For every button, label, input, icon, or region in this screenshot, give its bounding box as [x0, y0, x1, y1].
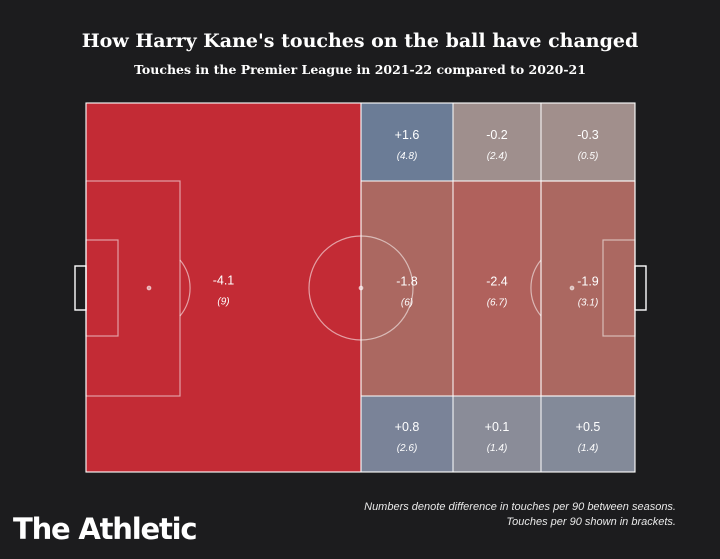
zone-central-final-third-inner [452, 180, 542, 397]
right-penalty-arc [530, 259, 542, 317]
zone-diff-label: +0.8 [395, 420, 420, 434]
chart-title: How Harry Kane's touches on the ball hav… [81, 30, 639, 52]
zone-right-wing-midfield [360, 395, 454, 473]
goals [74, 265, 647, 311]
left-penalty-spot [146, 285, 152, 291]
zone-per90-label: (2.6) [397, 443, 418, 454]
zone-own-half [85, 102, 362, 473]
zone-diff-label: -1.9 [577, 275, 599, 289]
zones-layer [85, 102, 636, 473]
zone-diff-label: +0.5 [576, 420, 601, 434]
zone-diff-label: +0.1 [485, 420, 510, 434]
zone-per90-label: (9) [217, 297, 229, 308]
zone-left-wing-final-third-inner [452, 102, 542, 182]
zone-per90-label: (1.4) [487, 443, 508, 454]
right-goal [634, 265, 647, 311]
left-penalty-arc [179, 259, 191, 317]
brand-logo: The Athletic [13, 512, 198, 546]
zone-per90-label: (1.4) [578, 443, 599, 454]
zone-left-wing-final-third-outer [540, 102, 636, 182]
zone-diff-label: -2.4 [486, 275, 508, 289]
zone-per90-label: (6) [401, 298, 413, 309]
zone-per90-label: (4.8) [397, 151, 418, 162]
zone-labels: -4.1 (9) +1.6 (4.8) -0.2 (2.4) -0.3 (0.5) -1.8 (6… [213, 128, 601, 454]
zone-diff-label: -0.3 [577, 128, 599, 142]
zone-diff-label: -1.8 [396, 275, 418, 289]
footnote-line-1: Numbers denote difference in touches per… [364, 501, 676, 513]
zone-left-wing-midfield [360, 102, 454, 182]
zone-right-wing-final-third-inner [452, 395, 542, 473]
zone-central-midfield [360, 180, 454, 397]
zone-per90-label: (0.5) [578, 151, 599, 162]
zone-diff-label: -0.2 [486, 128, 508, 142]
chart-subtitle: Touches in the Premier League in 2021-22… [134, 62, 586, 77]
left-goal [74, 265, 87, 311]
zone-per90-label: (2.4) [487, 151, 508, 162]
zone-per90-label: (6.7) [487, 298, 508, 309]
right-penalty-spot [569, 285, 575, 291]
zone-diff-label: -4.1 [213, 274, 235, 288]
centre-circle [308, 235, 414, 341]
zone-per90-label: (3.1) [578, 298, 599, 309]
zone-central-final-third-outer [540, 180, 636, 397]
footnote-line-2: Touches per 90 shown in brackets. [506, 516, 676, 528]
zone-right-wing-final-third-outer [540, 395, 636, 473]
centre-spot [358, 285, 364, 291]
footnote: Numbers denote difference in touches per… [364, 500, 676, 530]
zone-diff-label: +1.6 [395, 128, 420, 142]
